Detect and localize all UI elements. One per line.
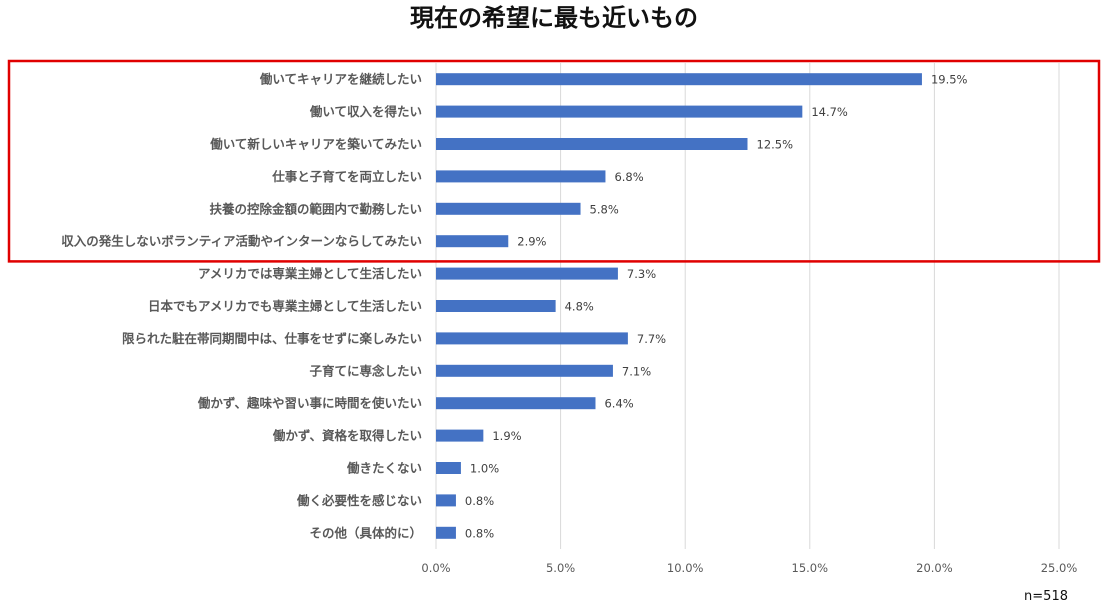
bar bbox=[436, 235, 509, 248]
category-label: アメリカでは専業主婦として生活したい bbox=[198, 266, 422, 281]
x-axis-ticks: 0.0% 5.0% 10.0% 15.0% 20.0% 25.0% bbox=[421, 561, 1077, 575]
data-label: 12.5% bbox=[757, 138, 794, 152]
sample-size-note: n=518 bbox=[1024, 589, 1068, 604]
category-label: 扶養の控除金額の範囲内で勤務したい bbox=[209, 201, 422, 216]
bar bbox=[436, 429, 484, 442]
data-label: 19.5% bbox=[931, 73, 968, 87]
x-tick-label: 25.0% bbox=[1041, 561, 1078, 575]
data-label: 6.8% bbox=[614, 170, 643, 184]
data-label: 1.0% bbox=[470, 462, 499, 476]
x-tick-label: 10.0% bbox=[667, 561, 704, 575]
bar bbox=[436, 364, 613, 377]
bar bbox=[436, 170, 606, 183]
bar bbox=[436, 300, 556, 312]
data-label: 7.1% bbox=[622, 364, 651, 378]
bar bbox=[436, 462, 461, 474]
bar bbox=[436, 332, 628, 345]
data-label: 0.8% bbox=[465, 494, 494, 508]
category-label: 働かず、資格を取得したい bbox=[272, 428, 422, 443]
category-label: 働く必要性を感じない bbox=[296, 493, 422, 508]
data-label: 14.7% bbox=[811, 105, 848, 119]
highlight-box bbox=[7, 59, 1101, 263]
bar bbox=[436, 105, 803, 118]
x-tick-label: 0.0% bbox=[421, 561, 450, 575]
data-label: 5.8% bbox=[590, 202, 619, 216]
bar bbox=[436, 73, 922, 86]
data-label: 4.8% bbox=[565, 300, 594, 314]
x-tick-label: 15.0% bbox=[792, 561, 829, 575]
bar bbox=[436, 494, 456, 507]
category-label: 働いて新しいキャリアを築いてみたい bbox=[209, 137, 422, 152]
data-label: 2.9% bbox=[517, 235, 546, 249]
bar bbox=[436, 202, 581, 215]
chart-title: 現在の希望に最も近いもの bbox=[410, 4, 698, 32]
category-label: 日本でもアメリカでも専業主婦として生活したい bbox=[148, 299, 422, 314]
category-label: 仕事と子育てを両立したい bbox=[271, 169, 422, 184]
category-label: 子育てに専念したい bbox=[309, 363, 422, 378]
data-label: 7.3% bbox=[627, 267, 656, 281]
category-label: 働きたくない bbox=[346, 461, 422, 476]
category-label: その他（具体的に） bbox=[309, 525, 422, 540]
bars bbox=[436, 73, 922, 539]
category-label: 限られた駐在帯同期間中は、仕事をせずに楽しみたい bbox=[122, 331, 422, 346]
category-labels: 働いてキャリアを継続したい働いて収入を得たい働いて新しいキャリアを築いてみたい仕… bbox=[61, 72, 422, 541]
data-label: 6.4% bbox=[604, 397, 633, 411]
bar bbox=[436, 526, 456, 539]
x-tick-label: 5.0% bbox=[546, 561, 575, 575]
bar bbox=[436, 138, 748, 150]
category-label: 働いてキャリアを継続したい bbox=[259, 72, 422, 87]
data-label: 1.9% bbox=[492, 429, 521, 443]
category-label: 働かず、趣味や習い事に時間を使いたい bbox=[197, 396, 422, 411]
category-label: 収入の発生しないボランティア活動やインターンならしてみたい bbox=[61, 234, 422, 249]
category-label: 働いて収入を得たい bbox=[309, 104, 422, 119]
bar bbox=[436, 397, 596, 410]
x-tick-label: 20.0% bbox=[916, 561, 953, 575]
data-label: 7.7% bbox=[637, 332, 666, 346]
value-labels: 19.5% 14.7% 12.5% 6.8% 5.8% 2.9% 7.3% 4.8% 7.7% 7… bbox=[465, 73, 968, 541]
data-label: 0.8% bbox=[465, 526, 494, 540]
bar bbox=[436, 267, 618, 280]
